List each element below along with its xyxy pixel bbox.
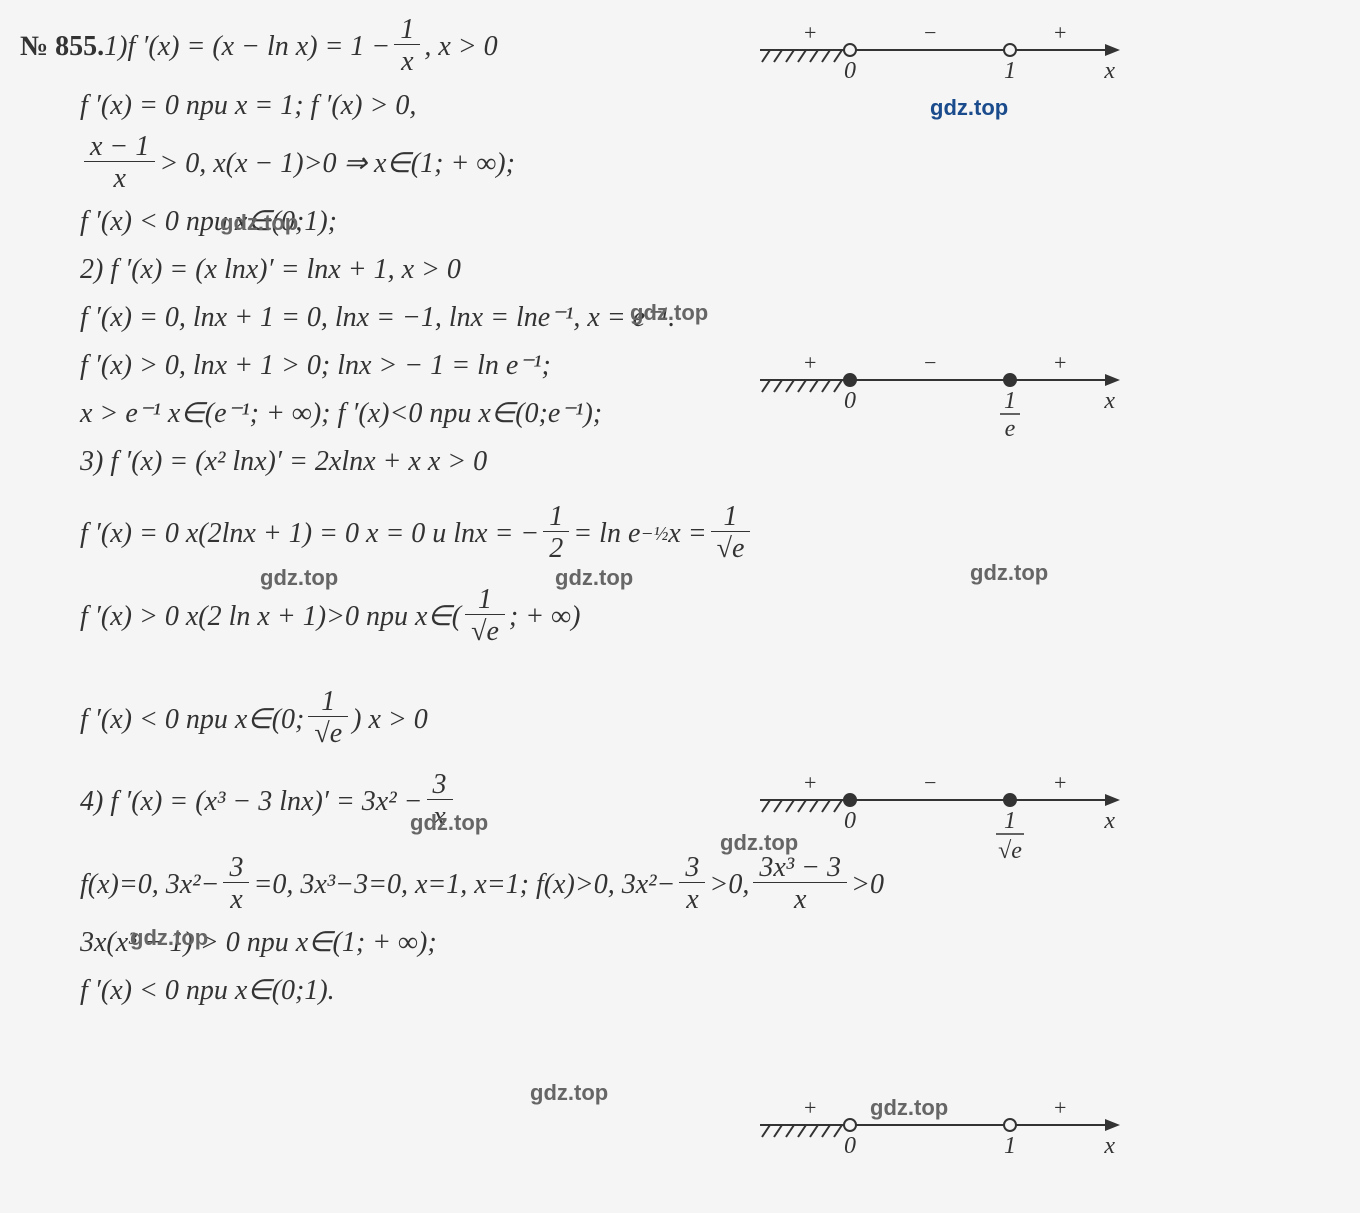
problem-number: № 855. (20, 26, 104, 68)
line-9: 3) f ′(x) = (x² lnx)′ = 2xlnx + x x > 0 (80, 441, 1340, 483)
svg-text:+: + (1053, 770, 1068, 795)
svg-text:+: + (803, 1095, 818, 1120)
svg-text:0: 0 (844, 1133, 856, 1159)
watermark-3: gdz.top (260, 565, 338, 591)
watermark-8: gdz.top (130, 925, 208, 951)
l1-c: , x > 0 (424, 26, 497, 68)
line-14: f(x)=0, 3x²− 3 x =0, 3x³−3=0, x=1, x=1; … (80, 854, 1340, 917)
frac-3: 1 2 (543, 503, 569, 566)
numberline-2: + − +0 1 √e x (760, 770, 1120, 888)
watermark-1: gdz.top (220, 210, 298, 236)
line-6: f ′(x) = 0, lnx + 1 = 0, lnx = −1, lnx =… (80, 297, 1340, 339)
line-11: f ′(x) > 0 x(2 ln x + 1)>0 при x∈( 1 √e … (80, 586, 1340, 649)
frac-8: 3 x (223, 854, 249, 917)
svg-text:+: + (803, 770, 818, 795)
svg-text:1: 1 (1004, 58, 1016, 84)
svg-text:−: − (923, 350, 938, 375)
svg-text:+: + (1053, 350, 1068, 375)
l1-b: f ′(x) = (x − ln x) = 1 − (127, 26, 390, 68)
svg-text:1: 1 (1004, 1133, 1016, 1159)
line-2: f ′(x) = 0 при x = 1; f ′(x) > 0, (80, 85, 1340, 127)
svg-text:0: 0 (844, 388, 856, 414)
svg-text:x: x (1103, 808, 1115, 834)
line-13: 4) f ′(x) = (x³ − 3 lnx)′ = 3x² − 3 x (80, 771, 1340, 834)
svg-text:√e: √e (998, 838, 1022, 864)
svg-text:+: + (803, 350, 818, 375)
line-7: f ′(x) > 0, lnx + 1 > 0; lnx > − 1 = ln … (80, 345, 1340, 387)
watermark-2: gdz.top (630, 300, 708, 326)
watermark-9: gdz.top (530, 1080, 608, 1106)
svg-text:x: x (1103, 58, 1115, 84)
svg-text:+: + (1053, 20, 1068, 45)
line-5: 2) f ′(x) = (x lnx)′ = lnx + 1, x > 0 (80, 249, 1340, 291)
svg-text:0: 0 (844, 58, 856, 84)
frac-5: 1 √e (465, 586, 505, 649)
numberline-0: + − +0 1 x (760, 20, 1120, 138)
l1-a: 1) (104, 26, 127, 68)
line-8: x > e⁻¹ x∈(e⁻¹; + ∞); f ′(x)<0 при x∈(0;… (80, 393, 1340, 435)
watermark-4: gdz.top (555, 565, 633, 591)
svg-text:x: x (1103, 1133, 1115, 1159)
svg-text:1: 1 (1004, 808, 1016, 834)
line-3: x − 1 x > 0, x(x − 1)>0 ⇒ x∈(1; + ∞); (80, 133, 1340, 196)
line-1: № 855. 1) f ′(x) = (x − ln x) = 1 − 1 x … (20, 16, 1340, 79)
numberline-3: + +0 1 x (760, 1095, 1120, 1213)
svg-text:−: − (923, 20, 938, 45)
line-12: f ′(x) < 0 при x∈(0; 1 √e ) x > 0 (80, 688, 1340, 751)
frac-4: 1 √e (711, 503, 751, 566)
svg-text:+: + (1053, 1095, 1068, 1120)
svg-text:0: 0 (844, 808, 856, 834)
exp-half: −½ (640, 520, 668, 549)
svg-text:1: 1 (1004, 388, 1016, 414)
frac-1: 1 x (394, 16, 420, 79)
svg-text:e: e (1005, 416, 1016, 442)
watermark-6: gdz.top (410, 810, 488, 836)
line-16: f ′(x) < 0 при x∈(0;1). (80, 970, 1340, 1012)
frac-2: x − 1 x (84, 133, 155, 196)
numberline-1: + − +0 1e x (760, 350, 1120, 468)
watermark-5: gdz.top (970, 560, 1048, 586)
svg-text:x: x (1103, 388, 1115, 414)
line-10: f ′(x) = 0 x(2lnx + 1) = 0 x = 0 и lnx =… (80, 503, 1340, 566)
line-15: 3x(x³ − 1) > 0 при x∈(1; + ∞); (80, 922, 1340, 964)
frac-9: 3 x (679, 854, 705, 917)
svg-text:+: + (803, 20, 818, 45)
svg-text:−: − (923, 770, 938, 795)
frac-6: 1 √e (308, 688, 348, 751)
